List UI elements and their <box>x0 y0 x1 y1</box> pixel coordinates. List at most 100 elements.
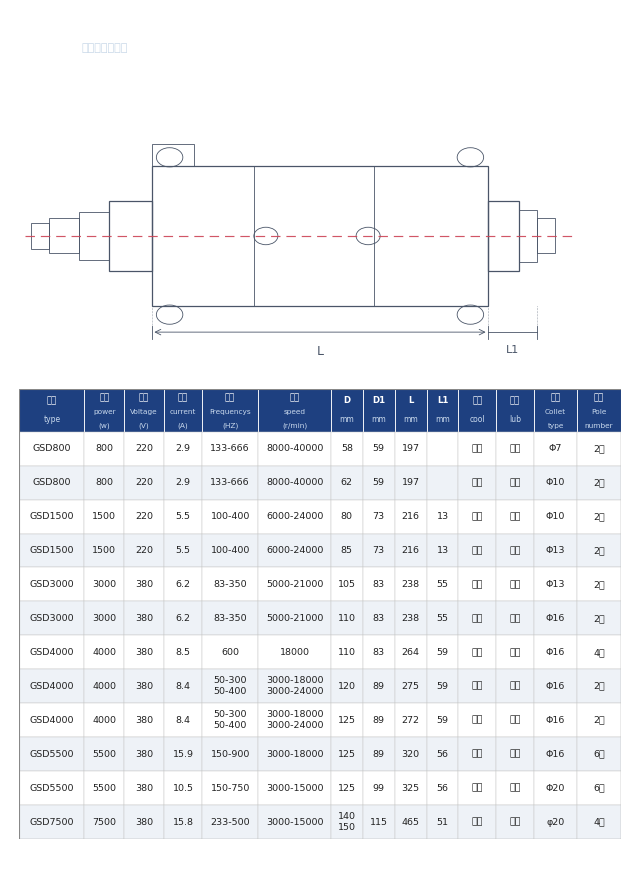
Bar <box>331 601 363 635</box>
Text: 62: 62 <box>341 478 353 487</box>
Text: 油脂: 油脂 <box>509 750 521 759</box>
Text: 83-350: 83-350 <box>213 614 247 623</box>
Bar <box>496 567 534 601</box>
Text: 8000-40000: 8000-40000 <box>266 444 323 453</box>
Text: 油脂: 油脂 <box>509 546 521 555</box>
Text: GSD7500: GSD7500 <box>29 817 74 827</box>
Text: Φ16: Φ16 <box>546 682 565 690</box>
Text: 油脂: 油脂 <box>509 817 521 827</box>
Text: number: number <box>585 423 613 429</box>
Text: 99: 99 <box>372 784 385 793</box>
Bar <box>331 432 363 466</box>
Bar <box>331 567 363 601</box>
Bar <box>164 601 202 635</box>
Text: 水冷: 水冷 <box>472 817 483 827</box>
Bar <box>577 737 621 771</box>
Text: 125: 125 <box>338 716 356 725</box>
Bar <box>124 601 164 635</box>
Bar <box>295 18 625 73</box>
Text: Φ16: Φ16 <box>546 648 565 657</box>
Bar <box>109 201 152 271</box>
Bar <box>19 432 84 466</box>
Text: 125: 125 <box>338 750 356 759</box>
Bar <box>363 704 395 737</box>
Bar <box>19 737 84 771</box>
Bar <box>395 635 426 669</box>
Bar <box>164 500 202 533</box>
Bar <box>84 704 124 737</box>
Bar <box>496 432 534 466</box>
Bar <box>363 567 395 601</box>
Bar <box>534 533 577 567</box>
Bar <box>84 567 124 601</box>
Text: D: D <box>343 397 350 406</box>
Text: Voltage: Voltage <box>131 409 158 415</box>
Text: speed: speed <box>284 409 306 415</box>
Bar <box>19 500 84 533</box>
Text: L: L <box>317 345 323 358</box>
Text: 115: 115 <box>370 817 388 827</box>
Bar <box>577 432 621 466</box>
Bar <box>534 432 577 466</box>
Text: 58: 58 <box>341 444 353 453</box>
Text: 216: 216 <box>402 546 420 555</box>
Bar <box>84 533 124 567</box>
Bar <box>534 601 577 635</box>
Bar <box>577 567 621 601</box>
Bar <box>534 737 577 771</box>
Bar <box>496 466 534 500</box>
Bar <box>395 704 426 737</box>
Bar <box>426 533 458 567</box>
Bar <box>458 533 496 567</box>
Text: 220: 220 <box>135 444 153 453</box>
Text: 转速: 转速 <box>289 393 300 402</box>
Bar <box>19 533 84 567</box>
Text: 3000: 3000 <box>92 614 116 623</box>
Bar <box>124 500 164 533</box>
Bar <box>488 201 518 271</box>
Text: 89: 89 <box>372 716 385 725</box>
Bar <box>202 737 259 771</box>
Text: mm: mm <box>371 415 386 424</box>
Bar <box>363 500 395 533</box>
Text: L1: L1 <box>437 397 448 406</box>
Bar <box>496 635 534 669</box>
Text: 水冷: 水冷 <box>472 750 483 759</box>
Text: 3000-18000: 3000-18000 <box>266 750 323 759</box>
Text: mm: mm <box>339 415 354 424</box>
Text: 105: 105 <box>338 580 356 589</box>
Bar <box>331 533 363 567</box>
Bar <box>426 466 458 500</box>
Text: 59: 59 <box>372 444 385 453</box>
Text: Φ10: Φ10 <box>546 512 565 521</box>
Text: 水冷: 水冷 <box>472 444 483 453</box>
Bar <box>577 601 621 635</box>
Text: 4000: 4000 <box>92 716 116 725</box>
Bar <box>395 500 426 533</box>
Text: φ20: φ20 <box>547 817 564 827</box>
Text: 89: 89 <box>372 750 385 759</box>
Text: 油脂: 油脂 <box>509 784 521 793</box>
Text: (w): (w) <box>99 423 110 429</box>
Text: 56: 56 <box>436 784 449 793</box>
Bar <box>426 635 458 669</box>
Bar <box>395 805 426 839</box>
Text: 5500: 5500 <box>92 750 116 759</box>
Text: 83: 83 <box>372 580 385 589</box>
Text: 数控雕刻机专用高速电机 GSD: 数控雕刻机专用高速电机 GSD <box>369 37 551 55</box>
Text: GSD1500: GSD1500 <box>29 512 74 521</box>
Text: 6000-24000: 6000-24000 <box>266 512 323 521</box>
Bar <box>395 771 426 805</box>
Text: 冷却: 冷却 <box>472 397 483 406</box>
Bar <box>84 635 124 669</box>
Text: 83-350: 83-350 <box>213 580 247 589</box>
Text: 380: 380 <box>135 614 154 623</box>
Text: 8.5: 8.5 <box>175 648 191 657</box>
Text: 2极: 2极 <box>593 580 605 589</box>
Bar <box>426 805 458 839</box>
Text: 150-900: 150-900 <box>211 750 250 759</box>
Bar <box>363 601 395 635</box>
Bar <box>395 567 426 601</box>
Text: 8.4: 8.4 <box>175 716 191 725</box>
Bar <box>395 669 426 704</box>
